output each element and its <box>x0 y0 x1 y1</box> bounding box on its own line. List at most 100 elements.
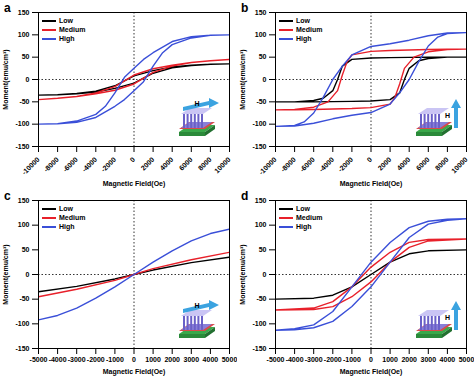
svg-text:Moment(emu/cm³): Moment(emu/cm³) <box>2 49 10 109</box>
svg-text:H: H <box>445 314 450 321</box>
html-text:a: a <box>4 1 11 15</box>
svg-text:50: 50 <box>259 53 267 60</box>
html-text:High: High <box>59 223 75 230</box>
svg-text:6000: 6000 <box>178 156 194 172</box>
html-text:High: High <box>296 35 312 42</box>
svg-text:-100: -100 <box>15 320 29 327</box>
svg-text:Moment(emu/cm³): Moment(emu/cm³) <box>239 49 247 109</box>
svg-text:0: 0 <box>26 271 30 278</box>
svg-text:4000: 4000 <box>440 356 456 363</box>
svg-text:-100: -100 <box>15 120 29 127</box>
svg-text:100: 100 <box>255 31 267 38</box>
html-text:Low: Low <box>59 205 73 212</box>
svg-text:150: 150 <box>18 9 30 16</box>
svg-text:-4000: -4000 <box>317 156 335 174</box>
svg-text:4000: 4000 <box>396 156 412 172</box>
svg-text:-100: -100 <box>252 320 266 327</box>
svg-text:-100: -100 <box>252 120 266 127</box>
svg-text:2000: 2000 <box>139 156 155 172</box>
svg-text:3000: 3000 <box>421 356 437 363</box>
svg-text:50: 50 <box>22 246 30 253</box>
svg-text:-1000: -1000 <box>343 356 361 363</box>
svg-text:4000: 4000 <box>159 156 175 172</box>
svg-text:-1000: -1000 <box>106 356 124 363</box>
svg-text:-2000: -2000 <box>87 356 105 363</box>
svg-text:150: 150 <box>255 9 267 16</box>
svg-text:1000: 1000 <box>382 356 398 363</box>
svg-text:-50: -50 <box>256 295 266 302</box>
svg-text:-5000: -5000 <box>267 356 285 363</box>
svg-text:-3000: -3000 <box>305 356 323 363</box>
svg-text:Magnetic Field(Oe): Magnetic Field(Oe) <box>340 180 403 188</box>
svg-text:H: H <box>194 302 199 309</box>
svg-text:Moment(emu/cm³): Moment(emu/cm³) <box>239 244 247 304</box>
svg-text:-50: -50 <box>256 98 266 105</box>
svg-text:-5000: -5000 <box>30 356 48 363</box>
svg-text:6000: 6000 <box>415 156 431 172</box>
svg-text:-2000: -2000 <box>324 356 342 363</box>
svg-text:0: 0 <box>263 76 267 83</box>
svg-text:Magnetic Field(Oe): Magnetic Field(Oe) <box>103 368 166 376</box>
html-text:Low: Low <box>296 17 310 24</box>
html-text:c: c <box>4 189 11 203</box>
svg-text:2000: 2000 <box>376 156 392 172</box>
svg-text:50: 50 <box>259 246 267 253</box>
svg-text:-50: -50 <box>19 295 29 302</box>
svg-text:-150: -150 <box>252 143 266 150</box>
svg-text:-3000: -3000 <box>68 356 86 363</box>
svg-text:-4000: -4000 <box>49 356 67 363</box>
svg-text:-150: -150 <box>252 345 266 352</box>
svg-text:0: 0 <box>132 356 136 363</box>
svg-text:10000: 10000 <box>450 156 469 175</box>
svg-text:8000: 8000 <box>434 156 450 172</box>
svg-text:-150: -150 <box>15 143 29 150</box>
svg-text:3000: 3000 <box>184 356 200 363</box>
svg-text:0: 0 <box>26 76 30 83</box>
svg-text:0: 0 <box>263 271 267 278</box>
svg-text:Moment(emu/cm³): Moment(emu/cm³) <box>2 244 10 304</box>
svg-text:150: 150 <box>255 197 267 204</box>
html-text:Low: Low <box>296 205 310 212</box>
html-text:Medium: Medium <box>59 214 86 221</box>
svg-text:-150: -150 <box>15 345 29 352</box>
svg-text:2000: 2000 <box>401 356 417 363</box>
svg-text:0: 0 <box>369 356 373 363</box>
svg-text:5000: 5000 <box>222 356 237 363</box>
html-text:Medium: Medium <box>296 214 323 221</box>
svg-text:-2000: -2000 <box>100 156 118 174</box>
svg-text:-2000: -2000 <box>337 156 355 174</box>
svg-text:H: H <box>194 100 199 107</box>
svg-text:100: 100 <box>18 31 30 38</box>
svg-text:5000: 5000 <box>459 356 474 363</box>
html-text:Medium: Medium <box>59 26 86 33</box>
html-text:b: b <box>241 1 249 15</box>
svg-text:50: 50 <box>22 53 30 60</box>
svg-text:Magnetic Field(Oe): Magnetic Field(Oe) <box>103 180 166 188</box>
svg-text:-6000: -6000 <box>298 156 316 174</box>
svg-text:-8000: -8000 <box>279 156 297 174</box>
svg-text:-10000: -10000 <box>20 156 40 176</box>
svg-text:-50: -50 <box>19 98 29 105</box>
html-text:d: d <box>241 189 249 203</box>
html-text:High: High <box>296 223 312 230</box>
html-text:Medium: Medium <box>296 26 323 33</box>
svg-text:-6000: -6000 <box>61 156 79 174</box>
svg-text:1000: 1000 <box>145 356 161 363</box>
svg-text:-4000: -4000 <box>80 156 98 174</box>
svg-text:4000: 4000 <box>203 356 219 363</box>
svg-text:-8000: -8000 <box>42 156 60 174</box>
svg-text:0: 0 <box>366 156 374 164</box>
html-text:Low: Low <box>59 17 73 24</box>
svg-text:-4000: -4000 <box>286 356 304 363</box>
svg-text:10000: 10000 <box>213 156 232 175</box>
svg-text:8000: 8000 <box>197 156 213 172</box>
svg-text:2000: 2000 <box>164 356 180 363</box>
svg-text:H: H <box>445 112 450 119</box>
html-text:High: High <box>59 35 75 42</box>
svg-text:100: 100 <box>18 221 30 228</box>
svg-text:100: 100 <box>255 221 267 228</box>
svg-text:150: 150 <box>18 197 30 204</box>
svg-text:Magnetic Field(Oe): Magnetic Field(Oe) <box>340 368 403 376</box>
svg-text:0: 0 <box>129 156 137 164</box>
svg-text:-10000: -10000 <box>257 156 277 176</box>
